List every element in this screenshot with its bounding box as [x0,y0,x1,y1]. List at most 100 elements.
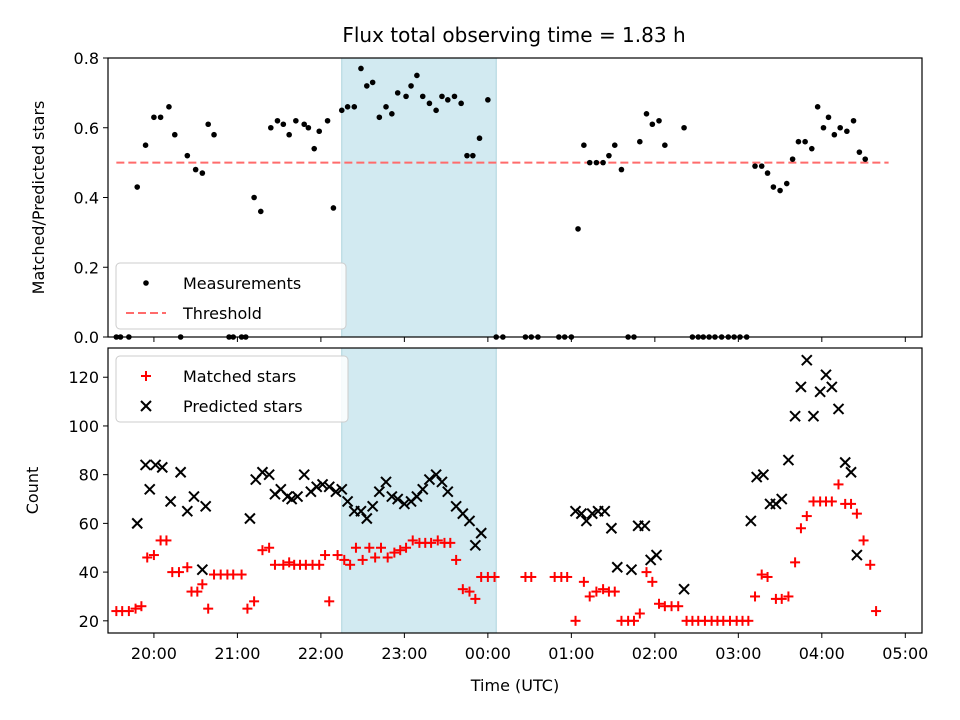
matched-point [790,557,801,568]
matched-point [324,596,335,607]
x-b [586,507,598,520]
measurement-point [783,180,790,187]
x-b [196,563,209,576]
measurement-point [369,79,376,86]
x-b [285,493,298,505]
measurement-point [280,121,287,128]
matched-point [432,535,443,546]
predicted-point [263,468,275,481]
legend-label: Threshold [182,304,262,323]
predicted-point [174,466,187,478]
measurement-point [600,159,606,166]
measurement-point [301,121,307,128]
measurement-point [593,159,600,166]
measurement-point [439,93,445,100]
matched-point [320,550,331,561]
matched-point [628,615,639,626]
matched-point [457,584,468,595]
x-b [442,486,454,498]
x-b [391,493,404,505]
matched-point [236,569,247,580]
matched-point [783,591,794,602]
measurement-point [825,114,832,121]
legend: Matched stars Predicted stars [115,355,349,423]
predicted-point [575,507,588,520]
x-b [131,517,143,530]
matched-point [364,542,375,553]
matched-point [743,615,754,626]
matched-point [609,586,620,597]
measurement-point [351,104,358,110]
legend-label: Matched stars [183,367,296,386]
matched-point [182,562,193,573]
matched-point [795,523,806,534]
measurement-point [192,166,199,173]
matched-point [470,593,481,604]
predicted-point [789,410,801,422]
x-b [181,505,194,517]
measurement-point [662,142,668,148]
measurement-point [586,159,593,166]
x-tick-label: 04:00 [799,644,845,663]
predicted-point [442,486,454,498]
x-b [188,490,200,503]
x-tick-label: 00:00 [465,644,511,663]
x-b [575,507,588,520]
matched-point [257,545,268,556]
x-b [795,381,807,393]
predicted-point [156,461,168,474]
measurement-point [758,163,765,169]
matched-point [264,542,275,553]
matched-point [871,606,882,617]
x-b [436,476,448,488]
measurement-point [166,104,172,110]
measurement-point [257,208,264,215]
measurement-point [831,131,838,138]
measurement-point [286,131,292,138]
matched-point [130,603,141,614]
x-b [599,505,611,517]
measurement-point [808,145,815,152]
x-tick-label: 01:00 [548,644,594,663]
measurement-point [856,149,863,155]
x-b [244,512,256,525]
x-b [411,490,423,503]
matched-point [173,567,184,578]
measurement-point [403,93,409,100]
predicted-point [291,490,304,503]
measurement-point [358,65,364,72]
matched-point [865,559,876,570]
measurement-point [464,152,470,159]
predicted-point [361,512,373,525]
x-b [380,476,392,488]
matched-point [464,586,475,597]
predicted-point [851,549,863,561]
measurement-point [134,184,141,190]
predicted-point [807,410,820,422]
matched-point [197,579,208,590]
measurement-point [330,205,337,211]
x-b [832,403,845,415]
x-b [323,481,335,493]
predicted-point [341,495,354,508]
matched-point [634,608,645,619]
x-tick-label: 22:00 [298,644,344,663]
predicted-point [411,490,423,503]
x-b [457,507,469,520]
predicted-point [795,381,807,393]
x-b [580,515,593,527]
x-b [469,539,482,552]
x-b [373,486,386,498]
predicted-point [149,459,162,471]
matched-point [776,593,787,604]
predicted-point [430,468,442,481]
predicted-point [199,500,212,513]
predicted-point [188,490,200,503]
measurement-point [389,111,395,117]
matched-point [350,542,361,553]
predicted-point [475,527,487,539]
y-tick-label: 0.6 [74,119,99,138]
x-b [789,410,801,422]
matched-point [846,498,857,509]
matched-point [192,586,203,597]
